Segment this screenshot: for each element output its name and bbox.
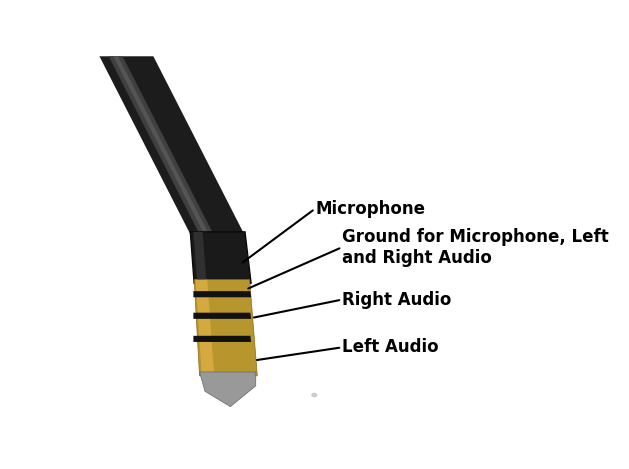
Text: Microphone: Microphone <box>315 200 425 218</box>
Polygon shape <box>99 56 246 237</box>
Text: Left Audio: Left Audio <box>342 338 438 356</box>
Polygon shape <box>193 232 206 283</box>
Polygon shape <box>109 56 215 237</box>
Polygon shape <box>191 232 251 283</box>
Text: Right Audio: Right Audio <box>342 291 452 309</box>
Polygon shape <box>199 372 256 407</box>
Polygon shape <box>113 56 210 237</box>
Polygon shape <box>193 291 251 297</box>
Text: Ground for Microphone, Left
and Right Audio: Ground for Microphone, Left and Right Au… <box>342 228 609 267</box>
Ellipse shape <box>311 393 318 397</box>
Polygon shape <box>193 336 251 342</box>
Polygon shape <box>193 313 251 319</box>
Polygon shape <box>194 280 257 376</box>
Polygon shape <box>196 280 214 376</box>
